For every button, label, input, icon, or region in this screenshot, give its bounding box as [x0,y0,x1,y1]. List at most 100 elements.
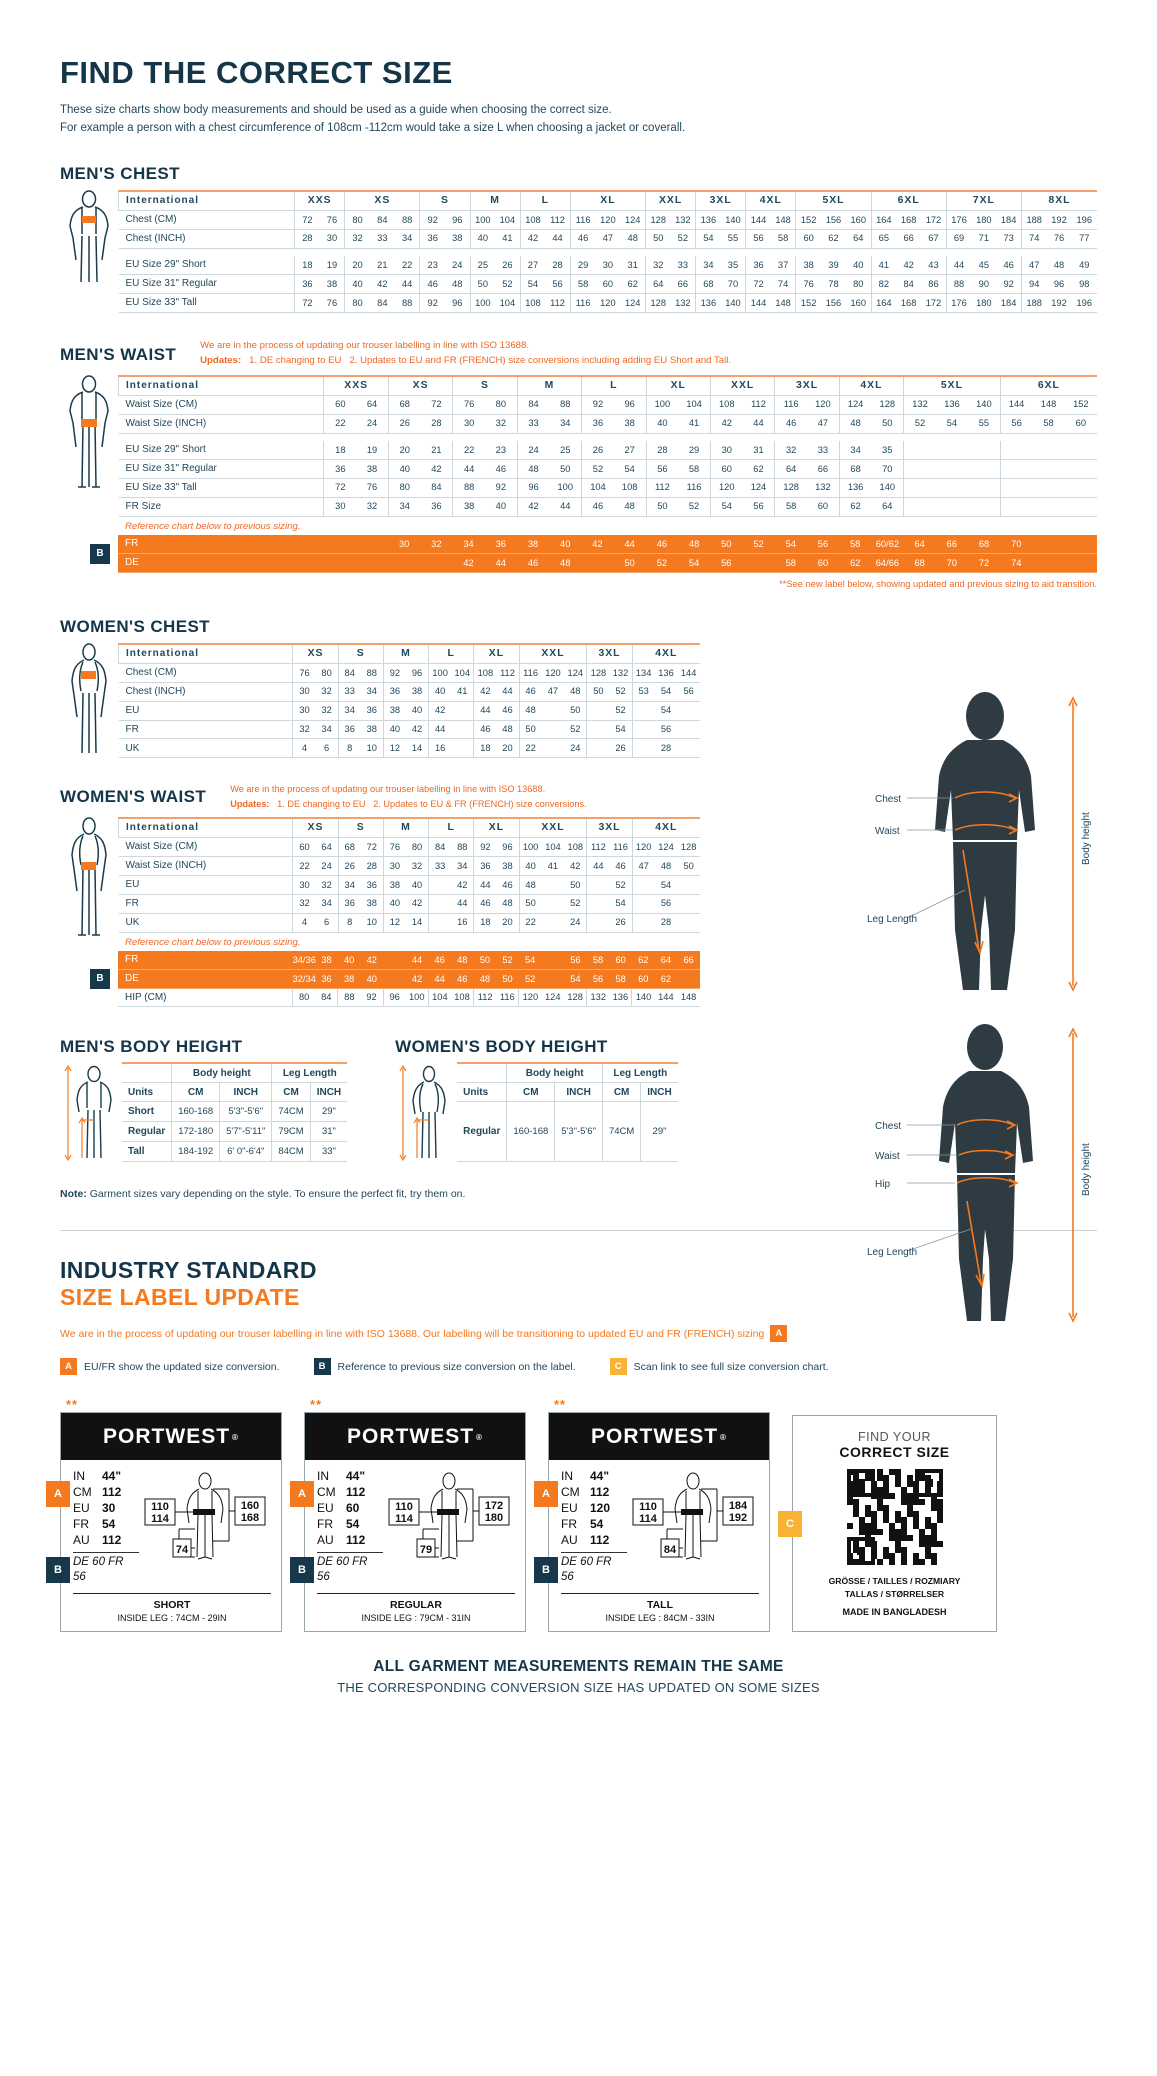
iso-line-1: We are in the process of updating our tr… [200,339,529,351]
cell: 70 [720,274,746,294]
mens-waist-previous-sizing-table: FR 30 32 34 36 38 40 42 44 46 48 50 52 54 56 58 60/62 64 6… [118,534,1097,573]
table-row: UK 4 6 8 10 12 14 16 18 20 22 24 26 28 [118,913,700,933]
cell: 25 [549,441,582,461]
row-label: Regular [122,1121,172,1143]
male-body-chest-icon [69,189,109,282]
cell: 20 [496,738,520,759]
cell: 39 [820,256,846,276]
cell: 108 [519,210,546,230]
mens-chest-header-row: International XXS XS S M L XL XXL 3XL 4XL 5XL 6XL 7X… [117,190,1097,211]
cell [631,894,655,914]
bh-blank-cell [457,1062,507,1084]
cell: 32 [356,497,389,517]
legend-text-c: Scan link to see full size conversion ch… [633,1360,829,1373]
cell: 32 [344,229,370,249]
cell: 120 [807,395,840,415]
cell: 38 [382,701,406,721]
cell: 90 [971,274,997,294]
cell: 36 [484,534,517,554]
table-row: EU Size 33" Tall 72 76 80 84 88 92 96 100 104 108 1… [118,478,1097,498]
size-value: 112 [346,1485,366,1500]
qr-code[interactable] [846,1469,943,1566]
badge-b: B [46,1557,70,1584]
cell: 10 [360,738,384,759]
cell: 116 [609,837,633,858]
bh-col-header: Units [457,1082,507,1103]
cell: 64 [315,837,339,858]
cell: 48 [564,682,587,702]
cell: 144 [677,663,700,683]
cell: 96 [382,988,406,1008]
height-box-top: 172 [485,1500,503,1512]
cell [677,720,700,740]
womens-body-height-title: WOMEN'S BODY HEIGHT [395,1037,608,1057]
cell: 27 [613,441,647,461]
cell: 32 [315,875,339,895]
cell: 144 [745,293,771,313]
cell: 74CM [601,1101,641,1163]
cell: 48 [654,856,678,876]
cell: 20 [496,913,520,933]
row-label: EU Size 33" Tall [118,478,324,498]
leg-box: 79 [420,1544,432,1556]
cell: 34 [387,497,421,517]
bh-col-header: INCH [219,1082,272,1103]
size-unit: CM [73,1485,92,1500]
table-row: EU Size 29" Short 18 19 20 21 22 23 24 25 26 27 28 2… [118,256,1097,276]
cell [935,497,969,517]
cell: 116 [518,663,542,683]
cell: 41 [870,256,897,276]
cell: 44 [586,856,610,876]
womens-body-height-table: Body height Leg Length Units CM INCH CM INCH R… [457,1062,678,1163]
fit-name: SHORT [153,1598,191,1611]
cell [451,738,474,759]
cell: 120 [518,988,542,1008]
table-row: FR 32 34 36 38 40 42 44 46 48 50 52 54 56 [118,894,700,914]
cell: 38 [516,534,550,554]
cell: 36 [745,256,771,276]
cell: 30 [292,682,316,702]
cell: 32/34 [292,969,316,989]
cell: 132 [586,988,610,1008]
bh-unit-header-row: Units CM INCH CM INCH [457,1082,678,1103]
cell: 46 [518,682,542,702]
cell: 54 [654,682,678,702]
cell: 108 [613,478,647,498]
cell: 192 [1046,293,1072,313]
cell: 72 [967,553,1001,573]
cell: 24 [445,256,471,276]
inside-leg-text: INSIDE LEG : 84CM - 33IN [605,1612,715,1623]
label-body: IN 44" CM 112 EU 30 FR 54 AU 112 DE 60 FR 56 110 114… [61,1460,281,1590]
cell: 50 [564,875,587,895]
cell: 18 [323,441,357,461]
cell: 5'7"-5'11" [219,1121,272,1143]
cell: 56 [677,682,700,702]
cell: 132 [807,478,840,498]
mens-waist-header-row: International XXS XS S M L XL XXL 3XL 4XL 5XL 6XL [117,375,1097,396]
cell: 32 [405,856,429,876]
cell: 54 [677,553,711,573]
cell: 148 [770,210,796,230]
cell: 33 [337,682,361,702]
cell [586,894,610,914]
cell: 50 [518,894,542,914]
table-row: Tall 184-192 6' 0"-6'4" 84CM 33" [122,1141,348,1163]
cell [1064,459,1097,479]
cell: 80 [846,274,872,294]
bh-col-header: Units [122,1082,172,1103]
cell: 16 [428,738,452,759]
cell: 136 [609,988,632,1008]
cell [1032,497,1065,517]
cell: 56 [710,553,743,573]
cell: 58 [586,950,610,970]
label-figure: 110 114 160 168 74 [143,1469,271,1584]
cell: 70 [1000,534,1033,554]
cell: 46 [581,497,614,517]
cell: 54 [609,720,633,740]
cell: 52 [645,553,678,573]
size-header-xl: XL [645,375,711,396]
cell [903,459,936,479]
cell: 188 [1020,210,1047,230]
row-label: EU Size 31" Regular [118,459,324,479]
